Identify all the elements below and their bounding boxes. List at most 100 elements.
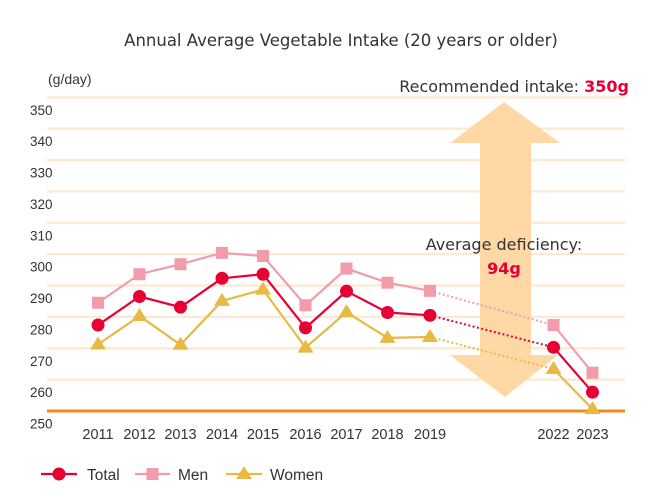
- series-segment: [304, 267, 348, 307]
- series-segment: [179, 277, 223, 309]
- legend-label-total: Total: [87, 467, 120, 484]
- x-tick-label: 2015: [247, 427, 279, 443]
- series-segment: [387, 281, 431, 292]
- series-men: [92, 246, 599, 379]
- x-tick-label: 2011: [82, 427, 113, 443]
- x-tick-label: 2013: [164, 427, 196, 443]
- series-segment: [387, 335, 431, 340]
- data-point-women-2017[interactable]: [338, 304, 355, 318]
- y-tick-label: 270: [30, 354, 53, 369]
- x-tick-label: 2016: [289, 427, 321, 443]
- series-segment: [262, 255, 307, 307]
- data-point-women-2019[interactable]: [422, 328, 438, 342]
- deficiency-label: Average deficiency:: [426, 235, 583, 254]
- series-segment: [304, 311, 348, 349]
- data-point-men-2014[interactable]: [216, 246, 228, 259]
- data-point-total-2013[interactable]: [174, 300, 187, 314]
- data-point-total-2014[interactable]: [215, 271, 229, 285]
- series-segment: [304, 290, 348, 329]
- data-point-men-2022[interactable]: [547, 319, 560, 332]
- y-tick-label: 320: [30, 197, 53, 212]
- data-point-men-2013[interactable]: [174, 258, 187, 271]
- series-gap-segment: [429, 335, 554, 370]
- x-tick-label: 2019: [414, 427, 446, 443]
- data-point-women-2015[interactable]: [255, 281, 271, 295]
- y-tick-label: 340: [30, 134, 53, 149]
- data-point-men-2023[interactable]: [586, 366, 599, 379]
- data-point-men-2019[interactable]: [424, 284, 436, 297]
- series-segment: [179, 300, 223, 346]
- data-point-women-2013[interactable]: [172, 336, 189, 350]
- data-point-total-2018[interactable]: [381, 305, 394, 319]
- y-tick-label: 250: [30, 417, 53, 432]
- y-tick-label: 330: [30, 166, 53, 181]
- deficiency-arrow-icon: [450, 102, 560, 397]
- x-tick-label: 2023: [576, 427, 608, 443]
- legend-item-men[interactable]: Men: [135, 467, 208, 484]
- series-gap-segment: [429, 314, 554, 349]
- series-total: [91, 267, 599, 399]
- series-segment: [97, 273, 141, 304]
- y-tick-label: 310: [30, 228, 53, 243]
- data-point-women-2011[interactable]: [90, 336, 106, 350]
- data-point-men-2011[interactable]: [92, 296, 104, 309]
- y-tick-label: 290: [30, 291, 53, 306]
- y-tick-label: 280: [30, 322, 53, 337]
- data-point-total-2023[interactable]: [586, 385, 599, 399]
- series-segment: [180, 251, 223, 266]
- series-segment: [262, 288, 307, 349]
- y-tick-label: 260: [30, 385, 53, 400]
- data-point-women-2018[interactable]: [379, 329, 396, 343]
- data-point-total-2022[interactable]: [547, 340, 560, 354]
- data-point-men-2018[interactable]: [381, 276, 394, 289]
- data-point-women-2016[interactable]: [297, 339, 314, 353]
- data-point-total-2015[interactable]: [256, 267, 270, 281]
- data-point-men-2012[interactable]: [133, 268, 146, 281]
- legend-triangle-icon: [236, 466, 252, 479]
- data-point-men-2016[interactable]: [299, 299, 312, 312]
- x-tick-label: 2012: [123, 427, 155, 443]
- data-point-women-2012[interactable]: [131, 307, 148, 321]
- recommended-intake-annotation: Recommended intake: 350g: [399, 77, 629, 96]
- data-point-total-2016[interactable]: [299, 321, 312, 335]
- data-point-women-2014[interactable]: [214, 292, 230, 306]
- y-axis-unit-label: (g/day): [48, 71, 92, 87]
- data-point-men-2015[interactable]: [257, 250, 269, 263]
- series-gap-segment: [429, 289, 554, 327]
- gridlines: [47, 96, 625, 381]
- x-axis-ticks: 2011 2012 2013 2014 2015 2016 2017 2018 2019 2022…: [82, 427, 608, 443]
- series-women: [90, 281, 601, 415]
- series-segment: [97, 295, 141, 326]
- y-axis-ticks: 350 340 330 320 310 300 290 280 270 260 250: [30, 103, 53, 432]
- data-point-men-2017[interactable]: [340, 262, 353, 275]
- series-segment: [387, 311, 431, 317]
- recommended-intake-value: 350g: [584, 77, 629, 96]
- deficiency-value: 94g: [487, 259, 521, 278]
- legend-square-icon: [146, 468, 159, 480]
- series-segment: [221, 288, 264, 302]
- series-segment: [221, 251, 264, 258]
- series-segment: [346, 267, 388, 284]
- legend-label-women: Women: [270, 467, 323, 484]
- data-point-women-2022[interactable]: [545, 360, 562, 374]
- x-tick-label: 2022: [537, 427, 569, 443]
- data-point-women-2023[interactable]: [584, 401, 601, 415]
- chart-title: Annual Average Vegetable Intake (20 year…: [124, 31, 558, 50]
- legend-circle-icon: [52, 467, 66, 481]
- legend-item-women[interactable]: Women: [226, 466, 323, 484]
- series-segment: [139, 263, 181, 276]
- series-segment: [552, 368, 594, 410]
- data-point-total-2017[interactable]: [340, 284, 353, 298]
- series-segment: [139, 295, 181, 309]
- series-segment: [552, 324, 594, 374]
- recommended-intake-label: Recommended intake:: [399, 77, 584, 96]
- series-segment: [552, 346, 594, 393]
- legend-item-total[interactable]: Total: [41, 467, 120, 484]
- series-segment: [345, 290, 389, 314]
- series-lines: [90, 246, 601, 415]
- data-point-total-2012[interactable]: [133, 289, 146, 303]
- legend-label-men: Men: [178, 467, 208, 484]
- data-point-total-2011[interactable]: [91, 318, 105, 332]
- data-point-total-2019[interactable]: [423, 308, 437, 322]
- x-tick-label: 2014: [206, 427, 238, 443]
